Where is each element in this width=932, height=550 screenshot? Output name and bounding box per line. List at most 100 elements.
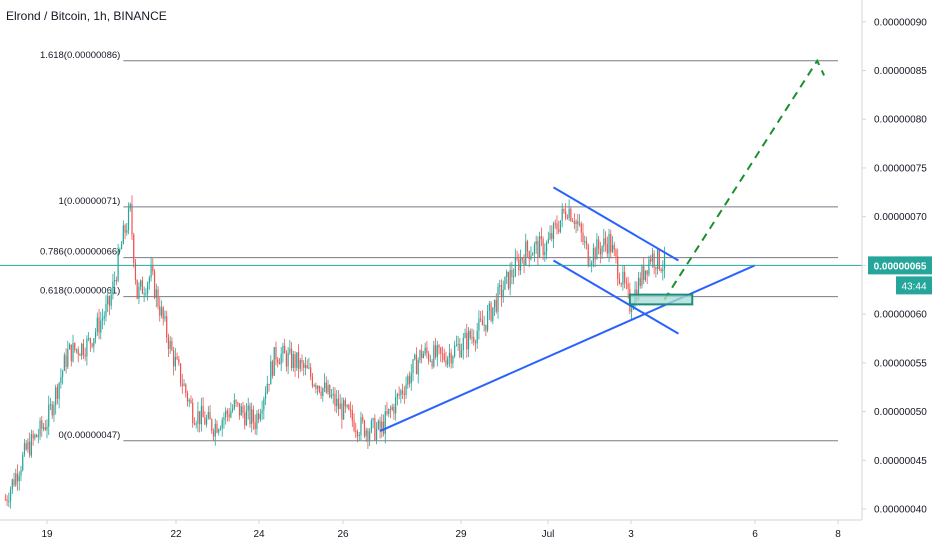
candle[interactable] bbox=[384, 405, 386, 444]
candle[interactable] bbox=[77, 346, 79, 363]
candle[interactable] bbox=[500, 279, 503, 307]
candle[interactable] bbox=[407, 373, 409, 389]
candle[interactable] bbox=[207, 406, 209, 420]
candle[interactable] bbox=[157, 285, 159, 310]
candle[interactable] bbox=[251, 402, 253, 433]
candle[interactable] bbox=[173, 346, 175, 376]
candle[interactable] bbox=[313, 383, 315, 388]
candle[interactable] bbox=[284, 338, 286, 354]
candle[interactable] bbox=[441, 346, 444, 363]
candle[interactable] bbox=[594, 246, 596, 268]
time-axis[interactable]: 19 22 24 26 29 Jul 3 6 8 bbox=[0, 519, 862, 540]
candle[interactable] bbox=[141, 276, 144, 295]
candle[interactable] bbox=[68, 342, 71, 350]
candle[interactable] bbox=[186, 390, 189, 407]
candle[interactable] bbox=[478, 310, 480, 340]
candle[interactable] bbox=[575, 219, 577, 234]
candle[interactable] bbox=[656, 248, 659, 275]
candle[interactable] bbox=[164, 310, 166, 322]
candle[interactable] bbox=[401, 383, 404, 399]
candle[interactable] bbox=[525, 233, 527, 266]
candle[interactable] bbox=[8, 492, 10, 507]
candle[interactable] bbox=[419, 349, 421, 364]
candle[interactable] bbox=[131, 195, 133, 240]
candle[interactable] bbox=[369, 428, 371, 447]
candle[interactable] bbox=[428, 350, 430, 365]
candle[interactable] bbox=[190, 395, 192, 404]
candle[interactable] bbox=[244, 405, 246, 430]
candle[interactable] bbox=[88, 332, 90, 342]
candle[interactable] bbox=[181, 373, 183, 394]
candle[interactable] bbox=[547, 231, 549, 244]
candle[interactable] bbox=[570, 207, 572, 223]
candle[interactable] bbox=[530, 246, 532, 261]
candle[interactable] bbox=[200, 397, 202, 432]
candle[interactable] bbox=[82, 339, 85, 359]
candle[interactable] bbox=[506, 269, 508, 285]
candle[interactable] bbox=[603, 228, 605, 253]
candle[interactable] bbox=[287, 347, 289, 375]
candle[interactable] bbox=[587, 243, 589, 268]
candle[interactable] bbox=[433, 340, 435, 369]
candle[interactable] bbox=[476, 322, 478, 349]
candle[interactable] bbox=[230, 402, 232, 419]
candle[interactable] bbox=[185, 382, 187, 398]
candle[interactable] bbox=[9, 486, 12, 509]
candle[interactable] bbox=[48, 395, 50, 436]
candle[interactable] bbox=[395, 389, 397, 421]
candle[interactable] bbox=[655, 266, 657, 278]
candle[interactable] bbox=[112, 273, 114, 300]
candle[interactable] bbox=[110, 288, 112, 310]
candle[interactable] bbox=[176, 352, 178, 361]
candle[interactable] bbox=[75, 348, 78, 354]
candle[interactable] bbox=[405, 376, 407, 400]
candle[interactable] bbox=[273, 346, 275, 376]
candle[interactable] bbox=[27, 438, 29, 453]
candle[interactable] bbox=[372, 417, 374, 429]
candle[interactable] bbox=[408, 371, 411, 388]
candle[interactable] bbox=[497, 283, 499, 319]
candle[interactable] bbox=[344, 397, 346, 413]
candle[interactable] bbox=[606, 236, 608, 258]
candle[interactable] bbox=[268, 383, 270, 392]
candle[interactable] bbox=[440, 346, 442, 363]
candle[interactable] bbox=[622, 265, 624, 291]
candle[interactable] bbox=[240, 403, 242, 416]
candle[interactable] bbox=[275, 341, 277, 366]
candle[interactable] bbox=[421, 344, 423, 364]
candle[interactable] bbox=[473, 329, 475, 346]
candle[interactable] bbox=[332, 386, 334, 404]
candle[interactable] bbox=[615, 248, 617, 264]
candle[interactable] bbox=[256, 410, 258, 436]
candle[interactable] bbox=[140, 279, 142, 291]
candle[interactable] bbox=[507, 271, 510, 291]
candle[interactable] bbox=[32, 430, 34, 446]
candle[interactable] bbox=[462, 333, 464, 360]
candle[interactable] bbox=[374, 414, 376, 442]
candle[interactable] bbox=[486, 304, 489, 333]
candle[interactable] bbox=[559, 220, 562, 234]
candle[interactable] bbox=[460, 343, 463, 358]
candle[interactable] bbox=[18, 471, 20, 491]
candle[interactable] bbox=[381, 413, 383, 438]
candle[interactable] bbox=[351, 404, 353, 427]
candle[interactable] bbox=[138, 282, 140, 304]
candle[interactable] bbox=[341, 397, 343, 429]
candle[interactable] bbox=[415, 347, 418, 375]
candle[interactable] bbox=[382, 414, 385, 437]
candle[interactable] bbox=[214, 418, 216, 446]
candle[interactable] bbox=[556, 215, 558, 235]
candle[interactable] bbox=[204, 411, 206, 426]
candle[interactable] bbox=[188, 398, 190, 408]
candle[interactable] bbox=[414, 353, 416, 361]
candle[interactable] bbox=[37, 428, 39, 444]
candle[interactable] bbox=[563, 208, 565, 214]
candle[interactable] bbox=[114, 271, 116, 289]
candle[interactable] bbox=[509, 262, 511, 296]
candle[interactable] bbox=[11, 478, 13, 495]
candle[interactable] bbox=[641, 264, 643, 289]
candle[interactable] bbox=[454, 340, 456, 359]
candle[interactable] bbox=[358, 432, 360, 441]
candle[interactable] bbox=[299, 357, 301, 373]
candle[interactable] bbox=[584, 235, 586, 249]
